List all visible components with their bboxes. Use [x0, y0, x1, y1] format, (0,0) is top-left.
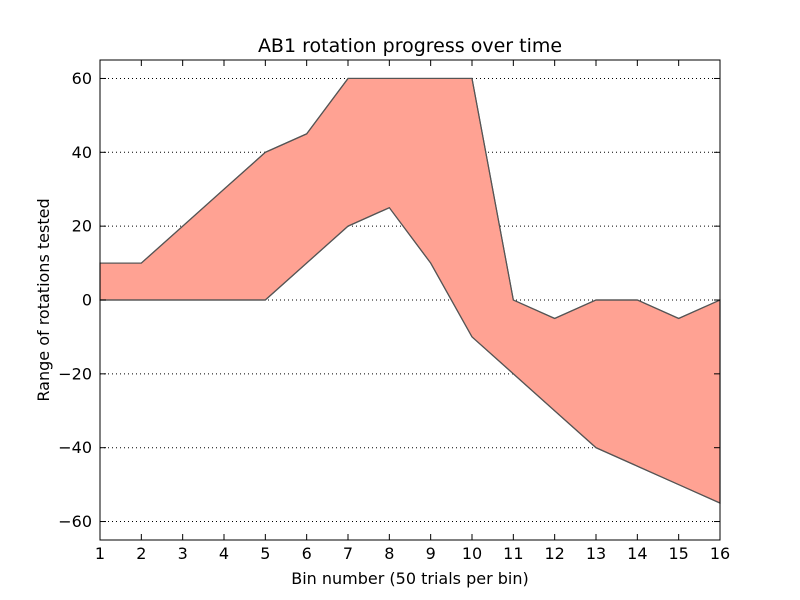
x-tick-label-6: 7 [343, 544, 353, 563]
lower-bound-line [100, 206, 721, 504]
x-tick-label-8: 9 [426, 544, 436, 563]
y-axis-ticks: −60 −40 −20 0 20 40 60 [58, 69, 720, 531]
y-tick-label-0: −60 [58, 512, 92, 531]
chart-title: AB1 rotation progress over time [258, 35, 562, 57]
range-area [99, 77, 721, 505]
range-fill [99, 77, 721, 505]
x-tick-label-12: 13 [586, 544, 606, 563]
y-tick-label-4: 20 [72, 217, 92, 236]
y-tick-label-6: 60 [72, 69, 92, 88]
x-tick-label-10: 11 [503, 544, 523, 563]
x-axis-ticks: 1 2 3 4 5 6 7 8 9 10 11 12 13 14 15 16 [95, 60, 730, 563]
y-tick-label-3: 0 [82, 291, 92, 310]
y-tick-label-5: 40 [72, 143, 92, 162]
x-tick-label-3: 4 [219, 544, 229, 563]
x-tick-label-4: 5 [260, 544, 270, 563]
x-tick-label-1: 2 [136, 544, 146, 563]
x-tick-label-5: 6 [302, 544, 312, 563]
x-tick-label-11: 12 [544, 544, 564, 563]
x-tick-label-0: 1 [95, 544, 105, 563]
y-tick-label-2: −20 [58, 364, 92, 383]
x-tick-label-9: 10 [462, 544, 482, 563]
y-axis-label: Range of rotations tested [34, 198, 53, 401]
x-tick-label-2: 3 [178, 544, 188, 563]
x-tick-label-15: 16 [710, 544, 730, 563]
upper-bound-line [100, 77, 721, 320]
x-axis-label: Bin number (50 trials per bin) [291, 569, 528, 588]
y-tick-label-1: −40 [58, 438, 92, 457]
x-tick-label-13: 14 [627, 544, 647, 563]
x-tick-label-14: 15 [668, 544, 688, 563]
x-tick-label-7: 8 [384, 544, 394, 563]
